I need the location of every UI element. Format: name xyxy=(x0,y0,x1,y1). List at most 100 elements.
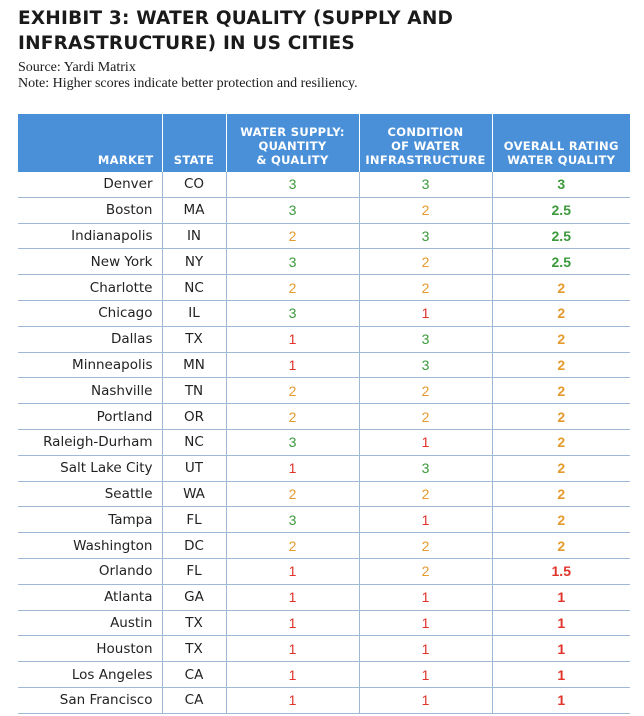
state-cell: CO xyxy=(162,172,227,198)
infrastructure-score: 1 xyxy=(359,687,493,714)
header-market: MARKET xyxy=(18,114,163,172)
table-body: Denver CO 3 3 3 Boston MA 3 2 2.5 Indianapolis IN 2 3… xyxy=(18,172,630,714)
infrastructure-score: 2 xyxy=(359,248,493,276)
water-supply-score: 1 xyxy=(226,455,360,482)
header-infrastructure: CONDITION OF WATER INFRASTRUCTURE xyxy=(359,114,493,172)
table-row: Minneapolis MN 1 3 2 xyxy=(18,352,630,379)
market-cell: Dallas xyxy=(18,326,163,353)
table-row: New York NY 3 2 2.5 xyxy=(18,248,630,276)
water-supply-score: 1 xyxy=(226,635,360,663)
water-supply-score: 2 xyxy=(226,532,360,559)
water-supply-score: 3 xyxy=(226,429,360,456)
water-supply-score: 1 xyxy=(226,687,360,714)
header-water-supply-line-3: & QUALITY xyxy=(256,153,329,167)
overall-rating-score: 2.5 xyxy=(492,248,630,276)
state-cell: IN xyxy=(162,223,227,250)
water-supply-score: 1 xyxy=(226,352,360,379)
overall-rating-score: 1 xyxy=(492,584,630,611)
overall-rating-score: 2 xyxy=(492,532,630,559)
overall-rating-score: 2 xyxy=(492,326,630,353)
infrastructure-score: 1 xyxy=(359,506,493,534)
water-supply-score: 2 xyxy=(226,377,360,405)
table-row: Austin TX 1 1 1 xyxy=(18,610,630,637)
table-row: Orlando FL 1 2 1.5 xyxy=(18,558,630,585)
infrastructure-score: 2 xyxy=(359,481,493,508)
overall-rating-score: 2 xyxy=(492,377,630,405)
table-row: Indianapolis IN 2 3 2.5 xyxy=(18,223,630,250)
infrastructure-score: 1 xyxy=(359,300,493,327)
infrastructure-score: 3 xyxy=(359,455,493,482)
table-row: Los Angeles CA 1 1 1 xyxy=(18,661,630,688)
header-water-supply-line-1: WATER SUPPLY: xyxy=(240,125,345,139)
water-supply-score: 2 xyxy=(226,481,360,508)
market-cell: Salt Lake City xyxy=(18,455,163,482)
state-cell: CA xyxy=(162,661,227,688)
table-header-row: MARKET STATE WATER SUPPLY: QUANTITY & QU… xyxy=(18,114,630,172)
market-cell: Portland xyxy=(18,403,163,430)
market-cell: Denver xyxy=(18,172,163,198)
market-cell: Los Angeles xyxy=(18,661,163,688)
state-cell: NC xyxy=(162,274,227,301)
overall-rating-score: 2.5 xyxy=(492,197,630,224)
water-supply-score: 2 xyxy=(226,223,360,250)
state-cell: GA xyxy=(162,584,227,611)
table-row: Salt Lake City UT 1 3 2 xyxy=(18,455,630,482)
infrastructure-score: 2 xyxy=(359,532,493,559)
table-row: Houston TX 1 1 1 xyxy=(18,635,630,663)
market-cell: Indianapolis xyxy=(18,223,163,250)
market-cell: Raleigh-Durham xyxy=(18,429,163,456)
water-supply-score: 2 xyxy=(226,403,360,430)
water-supply-score: 3 xyxy=(226,197,360,224)
infrastructure-score: 1 xyxy=(359,661,493,688)
state-cell: TX xyxy=(162,326,227,353)
infrastructure-score: 2 xyxy=(359,274,493,301)
header-state: STATE xyxy=(162,114,227,172)
water-supply-score: 1 xyxy=(226,610,360,637)
infrastructure-score: 1 xyxy=(359,610,493,637)
infrastructure-score: 2 xyxy=(359,403,493,430)
water-supply-score: 2 xyxy=(226,274,360,301)
market-cell: Charlotte xyxy=(18,274,163,301)
overall-rating-score: 2 xyxy=(492,429,630,456)
market-cell: Atlanta xyxy=(18,584,163,611)
market-cell: Orlando xyxy=(18,558,163,585)
table-row: Chicago IL 3 1 2 xyxy=(18,300,630,327)
header-overall-rating-line-2: WATER QUALITY xyxy=(507,153,616,167)
water-supply-score: 3 xyxy=(226,506,360,534)
infrastructure-score: 1 xyxy=(359,584,493,611)
header-infrastructure-line-1: CONDITION xyxy=(387,125,464,139)
table-row: Seattle WA 2 2 2 xyxy=(18,481,630,508)
infrastructure-score: 2 xyxy=(359,197,493,224)
state-cell: TN xyxy=(162,377,227,405)
infrastructure-score: 3 xyxy=(359,352,493,379)
water-supply-score: 3 xyxy=(226,172,360,198)
table-row: Portland OR 2 2 2 xyxy=(18,403,630,430)
overall-rating-score: 1 xyxy=(492,687,630,714)
table-row: Tampa FL 3 1 2 xyxy=(18,506,630,534)
market-cell: Tampa xyxy=(18,506,163,534)
state-cell: FL xyxy=(162,558,227,585)
overall-rating-score: 2 xyxy=(492,352,630,379)
overall-rating-score: 1 xyxy=(492,610,630,637)
overall-rating-score: 2 xyxy=(492,455,630,482)
header-overall-rating: OVERALL RATING WATER QUALITY xyxy=(492,114,630,172)
state-cell: TX xyxy=(162,635,227,663)
water-supply-score: 1 xyxy=(226,661,360,688)
header-water-supply: WATER SUPPLY: QUANTITY & QUALITY xyxy=(226,114,360,172)
overall-rating-score: 2.5 xyxy=(492,223,630,250)
state-cell: OR xyxy=(162,403,227,430)
infrastructure-score: 1 xyxy=(359,635,493,663)
water-supply-score: 3 xyxy=(226,248,360,276)
table-row: Dallas TX 1 3 2 xyxy=(18,326,630,353)
market-cell: Washington xyxy=(18,532,163,559)
table-row: Nashville TN 2 2 2 xyxy=(18,377,630,405)
water-quality-table: MARKET STATE WATER SUPPLY: QUANTITY & QU… xyxy=(18,114,630,714)
state-cell: DC xyxy=(162,532,227,559)
overall-rating-score: 2 xyxy=(492,403,630,430)
overall-rating-score: 2 xyxy=(492,506,630,534)
header-infrastructure-line-3: INFRASTRUCTURE xyxy=(365,153,486,167)
table-row: Denver CO 3 3 3 xyxy=(18,172,630,198)
overall-rating-score: 1.5 xyxy=(492,558,630,585)
overall-rating-score: 2 xyxy=(492,300,630,327)
header-overall-rating-line-1: OVERALL RATING xyxy=(503,139,619,153)
